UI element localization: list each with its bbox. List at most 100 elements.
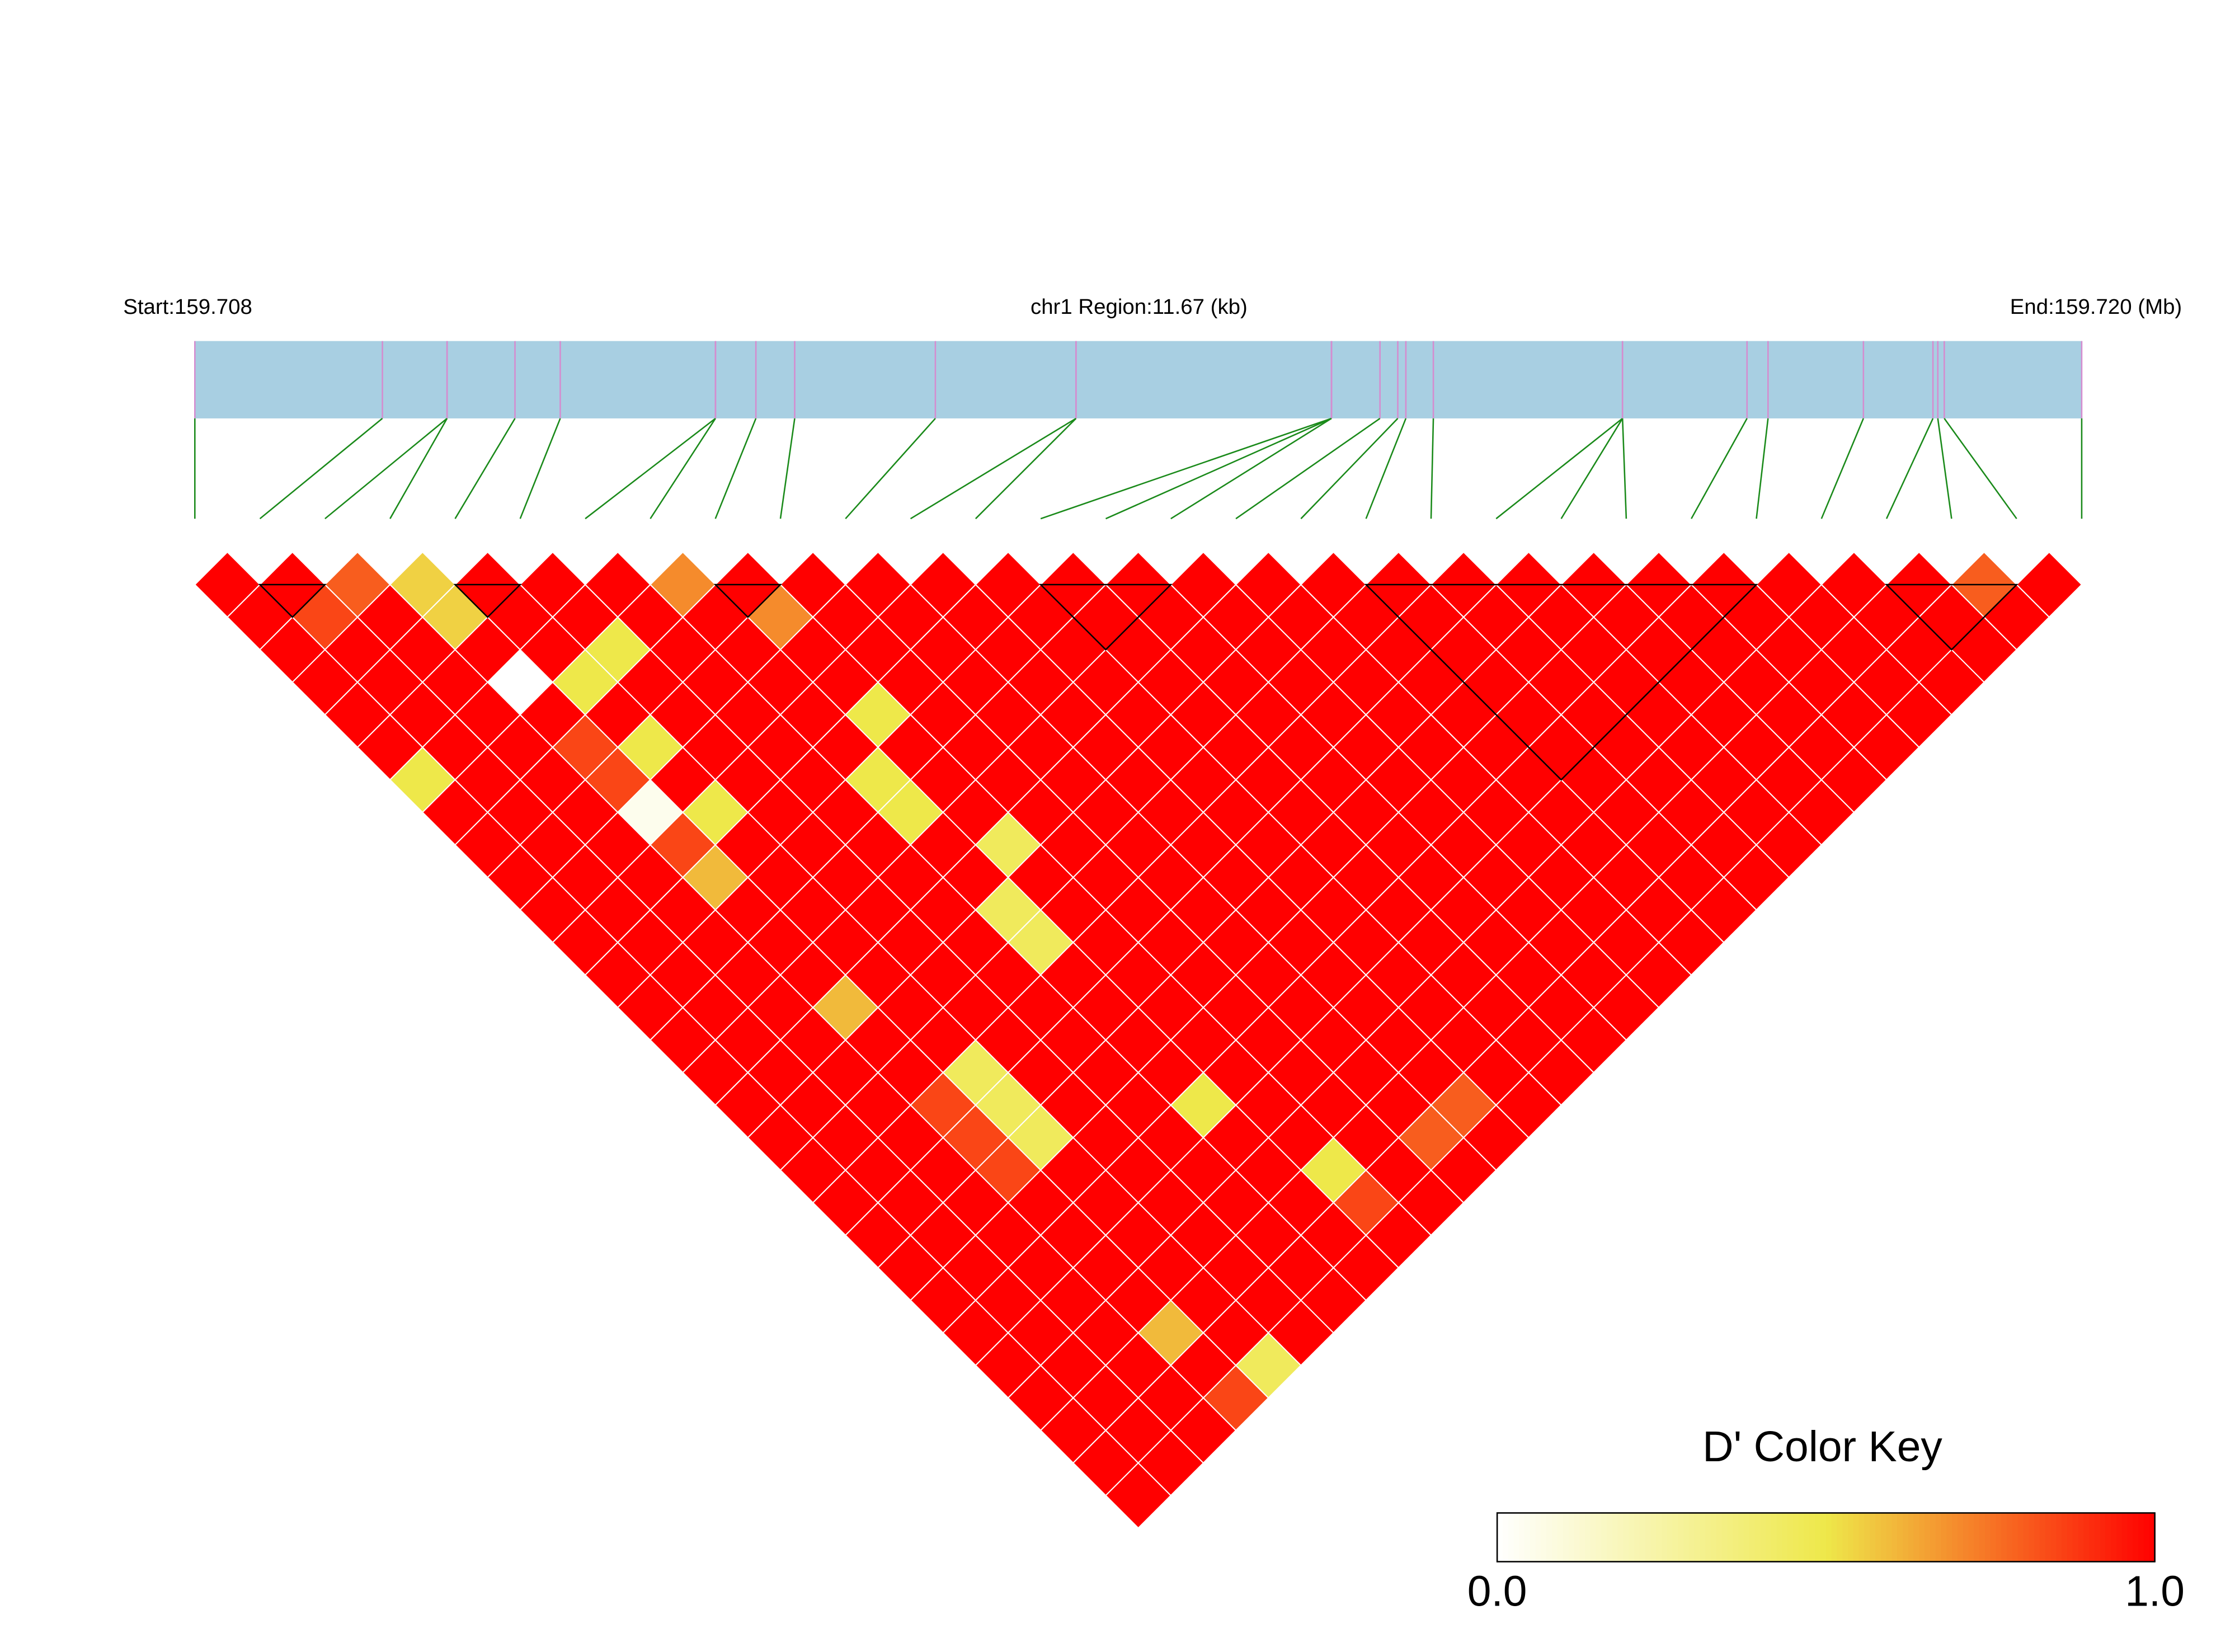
key-swatch [1858,1513,1865,1562]
key-swatch [1574,1513,1580,1562]
snp-connector [1885,418,1934,519]
key-swatch [1535,1513,1542,1562]
ld-cell [2016,551,2083,618]
snp-connector [650,418,716,519]
snp-connector [1944,418,2017,519]
key-swatch [1766,1513,1772,1562]
key-swatch [1804,1513,1810,1562]
key-swatch [1776,1513,1783,1562]
key-swatch [1749,1513,1756,1562]
key-swatch [1662,1513,1668,1562]
key-swatch [1875,1513,1882,1562]
key-swatch [1579,1513,1586,1562]
key-swatch [2127,1513,2134,1562]
key-swatch [1683,1513,1690,1562]
start-label: Start:159.708 [123,295,252,319]
key-swatch [1738,1513,1745,1562]
ld-block [258,583,327,618]
key-swatch [1897,1513,1904,1562]
key-swatch [1820,1513,1827,1562]
key-swatch [1688,1513,1696,1562]
key-swatch [2045,1513,2052,1562]
key-swatch [1754,1513,1761,1562]
key-swatch [1617,1513,1624,1562]
key-swatch [1672,1513,1679,1562]
key-swatch [1700,1513,1706,1562]
snp-connector [1430,418,1434,519]
key-swatch [2012,1513,2018,1562]
key-swatch [1996,1513,2002,1562]
key-swatch [1497,1513,1504,1562]
key-swatch [1552,1513,1559,1562]
snp-connector [324,417,448,520]
snp-connector [975,418,1077,520]
key-swatch [2067,1513,2073,1562]
snp-connector [1495,417,1624,520]
key-swatch [1809,1513,1816,1562]
key-swatch [2078,1513,2085,1562]
key-swatch [2001,1513,2008,1562]
key-swatch [1667,1513,1673,1562]
key-swatch [1891,1513,1898,1562]
key-swatch [2100,1513,2106,1562]
key-swatch [1913,1513,1920,1562]
key-swatch [1848,1513,1855,1562]
key-swatch [1831,1513,1838,1562]
key-swatch [1925,1513,1931,1562]
key-swatch [2072,1513,2079,1562]
key-swatch [1771,1513,1777,1562]
key-swatch [1815,1513,1822,1562]
key-swatch [2121,1513,2128,1562]
key-swatch [2094,1513,2101,1562]
key-swatch [2149,1513,2156,1562]
key-swatch [1607,1513,1613,1562]
key-swatch [1513,1513,1520,1562]
snp-connector [1560,418,1624,519]
key-swatch [1650,1513,1657,1562]
snp-connector [1691,418,1748,519]
key-swatch [1870,1513,1876,1562]
key-swatch [1508,1513,1514,1562]
key-swatch [1563,1513,1569,1562]
snp-connector [1937,418,1952,519]
ld-block [1884,583,2018,651]
ld-block [713,583,783,618]
key-swatch [1711,1513,1718,1562]
key-swatch [1864,1513,1871,1562]
snp-connector [389,418,448,519]
key-swatch [1930,1513,1937,1562]
key-swatch [1880,1513,1887,1562]
key-tick-label: 1.0 [2125,1568,2185,1616]
key-swatch [1716,1513,1723,1562]
snp-connector [1105,417,1332,520]
key-swatch [1886,1513,1893,1562]
snp-connector [779,418,796,519]
key-swatch [1968,1513,1975,1562]
key-swatch [1639,1513,1646,1562]
key-swatch [1727,1513,1734,1562]
key-swatch [1990,1513,1997,1562]
snp-connector [1756,418,1769,519]
snp-connector [1170,417,1332,520]
key-swatch [1798,1513,1805,1562]
key-swatch [1612,1513,1618,1562]
key-swatch [1629,1513,1635,1562]
key-swatch [1825,1513,1832,1562]
key-swatch [2023,1513,2030,1562]
key-swatch [1957,1513,1964,1562]
snp-connector [714,418,757,519]
key-swatch [1837,1513,1843,1562]
key-frame [1496,1512,2156,1562]
key-swatch [1645,1513,1651,1562]
key-swatch [1705,1513,1712,1562]
snp-connector [1820,418,1865,519]
key-swatch [1656,1513,1663,1562]
key-swatch [1634,1513,1641,1562]
key-swatch [2050,1513,2057,1562]
key-swatch [1903,1513,1909,1562]
key-swatch [2116,1513,2123,1562]
ld-block [453,583,522,618]
snp-connector [585,417,716,520]
